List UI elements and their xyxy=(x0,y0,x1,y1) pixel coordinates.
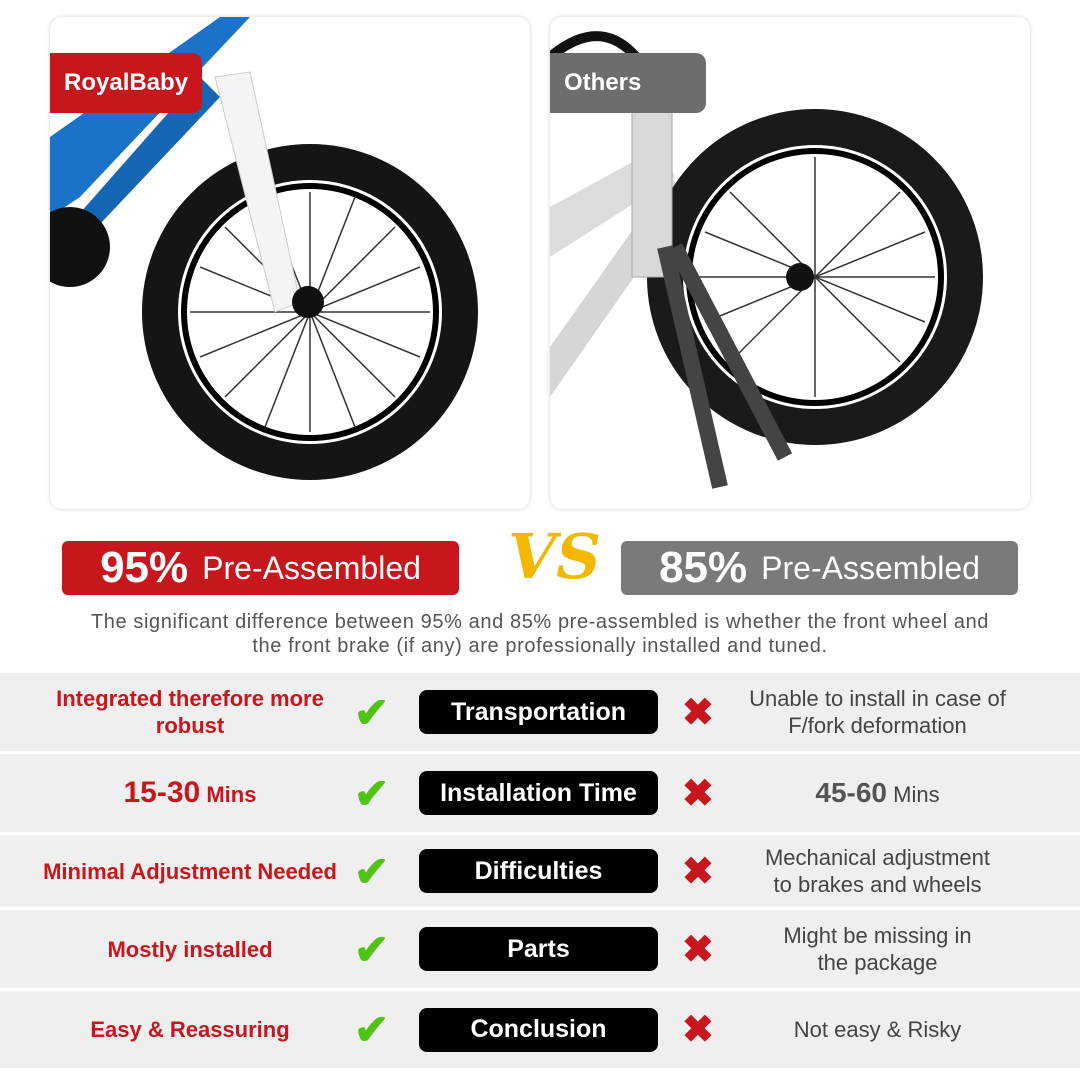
royalbaby-wheel-illustration xyxy=(50,17,478,480)
others-time-unit: Mins xyxy=(893,781,940,807)
royalbaby-label: Pre-Assembled xyxy=(202,549,421,586)
others-label: Pre-Assembled xyxy=(761,549,980,586)
cross-icon: ✖ xyxy=(682,772,714,815)
description-text: The significant difference between 95% a… xyxy=(90,611,990,657)
feature-label: Parts xyxy=(419,927,658,971)
check-icon: ✔ xyxy=(354,688,390,736)
cross-icon: ✖ xyxy=(682,850,714,893)
royalbaby-time-unit: Mins xyxy=(206,781,257,807)
feature-label: Difficulties xyxy=(419,849,658,893)
others-time: 45-60 xyxy=(815,776,888,808)
others-value: Mechanical adjustment to brakes and whee… xyxy=(764,845,990,897)
others-bike-photo: Others xyxy=(550,17,1030,509)
royalbaby-tag: RoyalBaby xyxy=(50,53,203,113)
check-icon: ✔ xyxy=(354,847,390,895)
others-tag: Others xyxy=(550,53,706,113)
vs-label: VS xyxy=(508,520,601,593)
feature-label: Conclusion xyxy=(419,1007,658,1052)
royalbaby-value: Minimal Adjustment Needed xyxy=(43,858,337,884)
royalbaby-bike-photo: RoyalBaby xyxy=(50,17,530,509)
others-value: Might be missing in the package xyxy=(783,923,972,975)
feature-label: Installation Time xyxy=(419,771,658,815)
comparison-row: Minimal Adjustment Needed ✔ Difficulties… xyxy=(0,835,1080,907)
cross-icon: ✖ xyxy=(682,691,714,734)
royalbaby-value: Easy & Reassuring xyxy=(90,1017,290,1042)
royalbaby-preassembled-badge: 95% Pre-Assembled xyxy=(62,541,459,595)
others-value: 45-60 Mins xyxy=(720,776,1035,808)
check-icon: ✔ xyxy=(354,925,390,973)
royalbaby-value: 15-30 Mins xyxy=(40,775,340,809)
comparison-row: 15-30 Mins ✔ Installation Time ✖ 45-60 M… xyxy=(0,754,1080,832)
royalbaby-value: Integrated therefore more robust xyxy=(56,686,324,738)
cross-icon: ✖ xyxy=(682,1009,714,1051)
check-icon: ✔ xyxy=(354,769,390,817)
others-wheel-illustration xyxy=(550,31,983,489)
royalbaby-time: 15-30 xyxy=(123,775,201,809)
others-preassembled-badge: 85% Pre-Assembled xyxy=(621,541,1018,595)
royalbaby-value: Mostly installed xyxy=(107,936,273,962)
comparison-row: Mostly installed ✔ Parts ✖ Might be miss… xyxy=(0,910,1080,988)
feature-label: Transportation xyxy=(419,690,658,734)
others-value: Unable to install in case of F/fork defo… xyxy=(749,686,1006,738)
others-value: Not easy & Risky xyxy=(793,1017,962,1042)
comparison-row: Easy & Reassuring ✔ Conclusion ✖ Not eas… xyxy=(0,991,1080,1068)
royalbaby-percent: 95% xyxy=(100,543,189,592)
description: The significant difference between 95% a… xyxy=(0,610,1080,658)
others-percent: 85% xyxy=(659,543,748,592)
cross-icon: ✖ xyxy=(682,928,714,971)
check-icon: ✔ xyxy=(354,1006,390,1053)
comparison-row: Integrated therefore more robust ✔ Trans… xyxy=(0,673,1080,751)
